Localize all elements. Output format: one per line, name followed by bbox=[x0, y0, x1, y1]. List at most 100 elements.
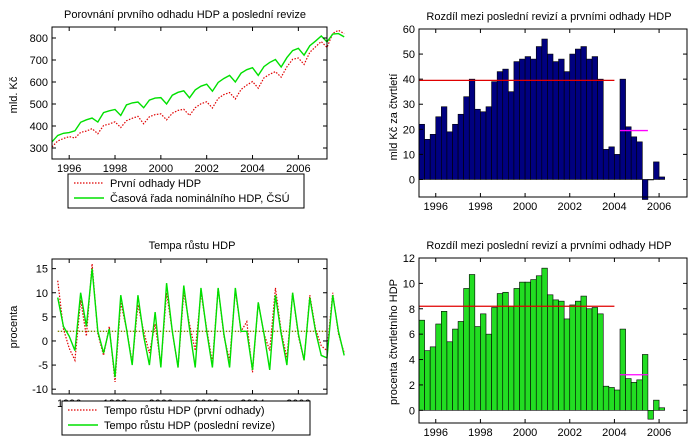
chart-title: Porovnání prvního odhadu HDP a poslední … bbox=[64, 9, 306, 21]
legend-box bbox=[61, 400, 311, 436]
y-tick-label: 700 bbox=[30, 55, 48, 67]
y-tick-label: 600 bbox=[30, 77, 48, 89]
y-tick-label: 40 bbox=[403, 74, 415, 86]
x-tick-label: 2004 bbox=[602, 427, 626, 436]
plot-area: 1996 1998 2000 2002 2004 2006 0 10 20 30 40 50 60 bbox=[403, 24, 687, 213]
y-tick-label: 10 bbox=[403, 278, 415, 290]
bar bbox=[642, 179, 649, 200]
bar bbox=[563, 71, 571, 180]
y-tick-label: 20 bbox=[403, 124, 415, 136]
bar bbox=[586, 58, 593, 180]
bar bbox=[569, 304, 576, 411]
bar bbox=[642, 354, 649, 411]
legend-label-first-estimates: První odhady HDP bbox=[110, 178, 201, 190]
x-tick-label: 2002 bbox=[558, 201, 582, 213]
bar bbox=[563, 318, 571, 411]
bar bbox=[591, 307, 598, 411]
bar bbox=[496, 293, 504, 411]
bar bbox=[535, 46, 543, 180]
legend-label-first-estimates: Tempo růstu HDP (první odhady) bbox=[104, 405, 265, 417]
bar bbox=[429, 346, 437, 411]
bar bbox=[524, 281, 531, 411]
x-tick-label: 2000 bbox=[149, 163, 173, 175]
bar bbox=[653, 161, 660, 180]
y-tick-label: 2 bbox=[409, 380, 415, 392]
y-axis-label: mld Kč za čtvrtletí bbox=[388, 74, 400, 161]
bar bbox=[602, 385, 610, 411]
bar bbox=[441, 106, 448, 180]
bar bbox=[474, 326, 481, 411]
bar bbox=[575, 48, 582, 180]
bar bbox=[452, 123, 459, 180]
bar bbox=[614, 154, 621, 180]
x-tick-label: 1996 bbox=[57, 163, 81, 175]
bar bbox=[452, 328, 459, 411]
bar bbox=[491, 307, 498, 411]
bar bbox=[429, 134, 437, 180]
bar bbox=[508, 305, 515, 411]
bar bbox=[508, 91, 515, 180]
y-tick-label: -10 bbox=[32, 384, 48, 396]
legend-label-nominal-gdp: Časová řada nominálního HDP, ČSÚ bbox=[110, 192, 290, 205]
x-tick-label: 2004 bbox=[602, 201, 626, 213]
y-tick-label: 300 bbox=[30, 143, 48, 155]
x-tick-label: 2006 bbox=[647, 427, 671, 436]
bar bbox=[575, 300, 582, 411]
bar bbox=[468, 274, 476, 411]
y-tick-label: 6 bbox=[409, 329, 415, 341]
chart-growth-rates: Tempa růstu HDP procenta 199619982000200… bbox=[8, 240, 345, 436]
chart-revision-diff-percent: Rozdíl mezi poslední revizí a prvními od… bbox=[388, 240, 688, 436]
plot-area: 1996 1998 2000 2002 2004 2006 300 400 500 600 700 8… bbox=[30, 27, 345, 175]
chart-revision-diff-czk: Rozdíl mezi poslední revizí a prvními od… bbox=[388, 11, 688, 213]
y-tick-label: 10 bbox=[36, 288, 48, 300]
bar bbox=[608, 146, 615, 180]
bar bbox=[658, 176, 665, 180]
bar bbox=[625, 378, 632, 411]
y-tick-label: 8 bbox=[409, 304, 415, 316]
bar bbox=[547, 294, 554, 411]
y-axis-label: procenta čtvrtletního HDP bbox=[388, 279, 400, 405]
bar bbox=[658, 407, 665, 411]
series-line bbox=[51, 32, 345, 143]
y-tick-label: 10 bbox=[403, 149, 415, 161]
x-tick-label: 1998 bbox=[468, 201, 492, 213]
x-tick-label: 2002 bbox=[194, 163, 218, 175]
bar bbox=[597, 313, 604, 411]
bar bbox=[636, 379, 643, 411]
y-tick-label: 400 bbox=[30, 121, 48, 133]
y-axis-label: mld. Kč bbox=[8, 76, 20, 113]
bar bbox=[541, 38, 548, 180]
bar bbox=[496, 71, 504, 180]
bar bbox=[502, 68, 509, 180]
bar bbox=[485, 106, 492, 180]
bar bbox=[485, 333, 492, 411]
bar bbox=[480, 313, 487, 411]
series-line bbox=[57, 263, 345, 383]
y-axis-label: procenta bbox=[8, 305, 20, 349]
bar bbox=[552, 299, 559, 411]
y-tick-label: 4 bbox=[409, 355, 415, 367]
bar bbox=[547, 53, 554, 180]
bar bbox=[530, 279, 537, 411]
y-tick-label: 30 bbox=[403, 99, 415, 111]
bar bbox=[558, 300, 565, 411]
bar bbox=[474, 108, 481, 180]
bar bbox=[580, 295, 587, 411]
legend: První odhady HDP Časová řada nominálního… bbox=[67, 173, 305, 209]
bar bbox=[625, 126, 632, 180]
x-tick-label: 2000 bbox=[513, 201, 537, 213]
bar bbox=[647, 410, 654, 420]
y-tick-label: 15 bbox=[36, 264, 48, 276]
x-tick-label: 2004 bbox=[240, 163, 264, 175]
chart-title: Rozdíl mezi poslední revizí a prvními od… bbox=[426, 240, 671, 252]
bar bbox=[614, 389, 621, 411]
bar bbox=[541, 267, 548, 411]
chart-title: Rozdíl mezi poslední revizí a prvními od… bbox=[426, 11, 671, 23]
bar bbox=[586, 308, 593, 411]
y-tick-label: 500 bbox=[30, 99, 48, 111]
x-tick-label: 2000 bbox=[513, 427, 537, 436]
bar bbox=[446, 341, 453, 411]
bar bbox=[519, 281, 526, 411]
bar bbox=[519, 58, 526, 180]
bar bbox=[424, 139, 431, 180]
